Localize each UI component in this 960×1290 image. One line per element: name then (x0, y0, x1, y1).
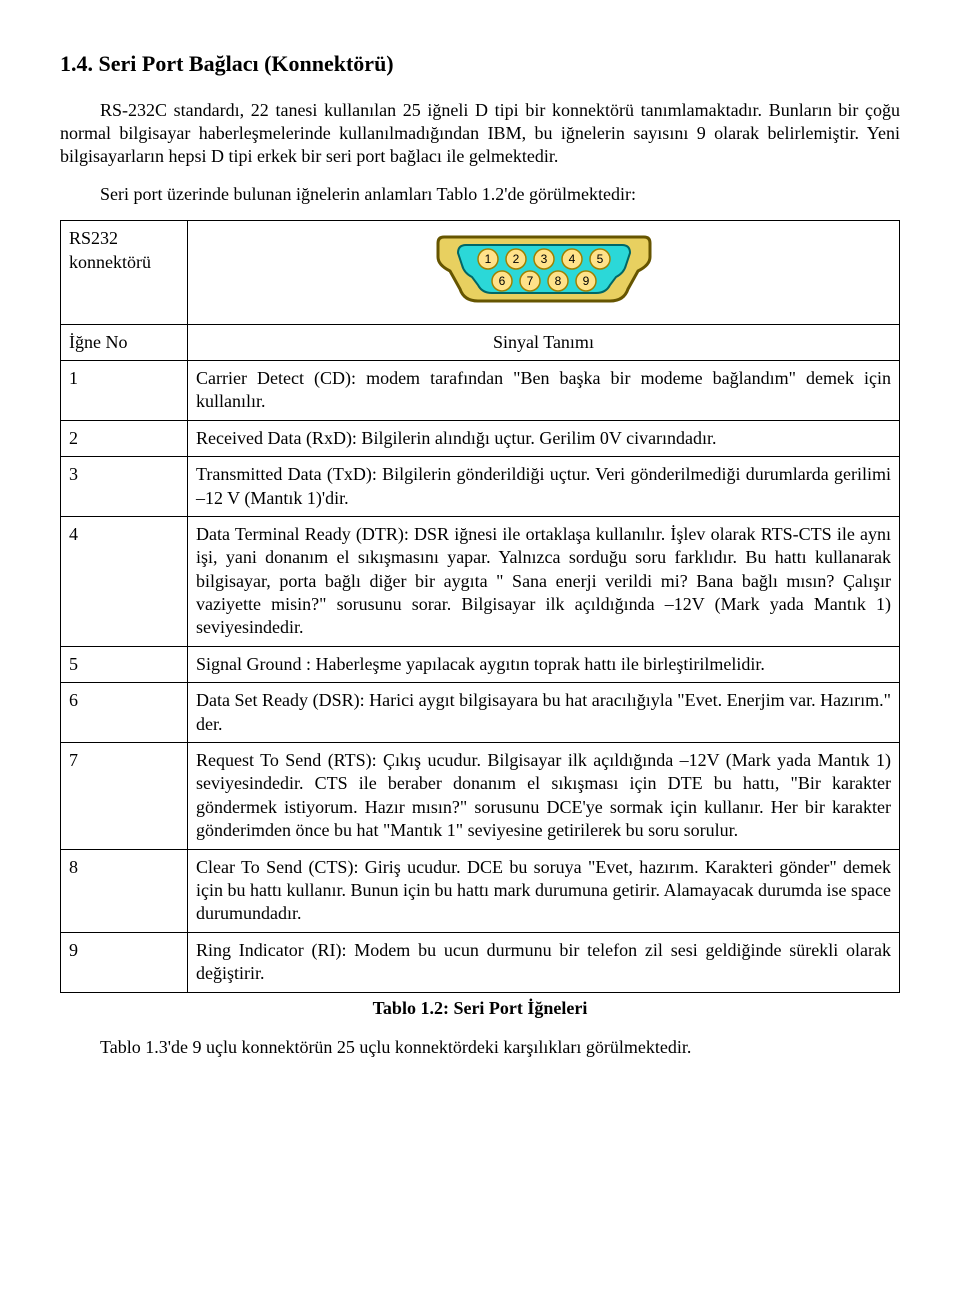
header-signal-def: Sinyal Tanımı (188, 324, 900, 360)
table-row: 6Data Set Ready (DSR): Harici aygıt bilg… (61, 683, 900, 743)
svg-text:9: 9 (582, 274, 589, 288)
table-row: 1Carrier Detect (CD): modem tarafından "… (61, 360, 900, 420)
svg-text:7: 7 (526, 274, 533, 288)
table-row: 7Request To Send (RTS): Çıkış ucudur. Bi… (61, 743, 900, 850)
table-caption: Tablo 1.2: Seri Port İğneleri (60, 997, 900, 1020)
pin-table: RS232 konnektörü 1 2 3 4 5 (60, 220, 900, 992)
table-row: 9Ring Indicator (RI): Modem bu ucun durm… (61, 932, 900, 992)
svg-text:2: 2 (512, 252, 519, 266)
svg-text:8: 8 (554, 274, 561, 288)
table-row: 3Transmitted Data (TxD): Bilgilerin gönd… (61, 457, 900, 517)
paragraph-followup: Tablo 1.3'de 9 uçlu konnektörün 25 uçlu … (60, 1036, 900, 1059)
header-pin-no: İğne No (61, 324, 188, 360)
table-row: 2Received Data (RxD): Bilgilerin alındığ… (61, 420, 900, 456)
svg-text:5: 5 (596, 252, 603, 266)
table-row: 4Data Terminal Ready (DTR): DSR iğnesi i… (61, 516, 900, 646)
connector-image-cell: 1 2 3 4 5 6 7 8 9 (188, 221, 900, 324)
svg-text:4: 4 (568, 252, 575, 266)
table-row: 8Clear To Send (CTS): Giriş ucudur. DCE … (61, 849, 900, 932)
paragraph-table-lead-in: Seri port üzerinde bulunan iğnelerin anl… (60, 183, 900, 206)
svg-text:6: 6 (498, 274, 505, 288)
connector-label-cell: RS232 konnektörü (61, 221, 188, 324)
db9-connector-icon: 1 2 3 4 5 6 7 8 9 (424, 229, 664, 309)
paragraph-intro: RS-232C standardı, 22 tanesi kullanılan … (60, 99, 900, 169)
svg-text:3: 3 (540, 252, 547, 266)
table-row: 5Signal Ground : Haberleşme yapılacak ay… (61, 646, 900, 682)
svg-text:1: 1 (484, 252, 491, 266)
section-heading: 1.4. Seri Port Bağlacı (Konnektörü) (60, 50, 900, 79)
